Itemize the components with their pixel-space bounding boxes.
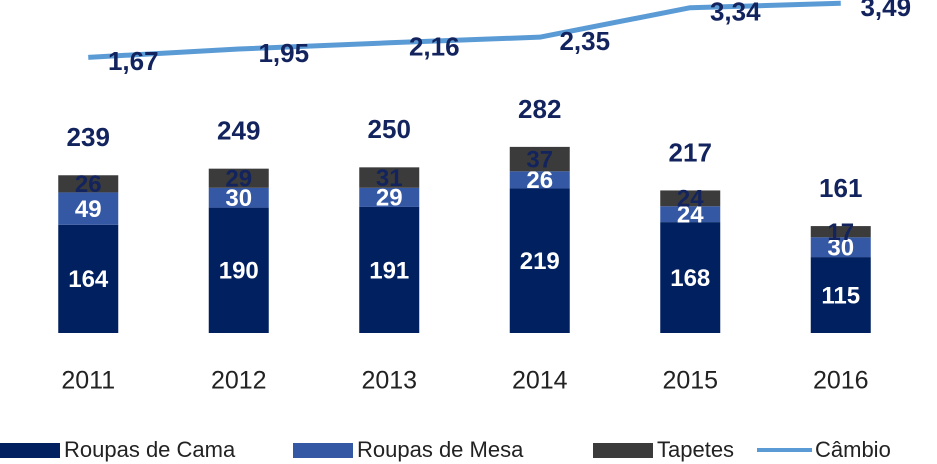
bar-segment: [509, 171, 570, 189]
line-label: 2,16: [409, 32, 460, 62]
bar-segment: [208, 207, 269, 333]
bar-segment: [660, 222, 721, 333]
bar-segment: [509, 188, 570, 333]
total-label: 250: [368, 114, 411, 144]
line-label: 2,35: [559, 26, 610, 56]
total-label: 217: [669, 137, 712, 167]
x-tick-label: 2013: [361, 367, 417, 395]
bar-segment: [810, 237, 871, 258]
segment-label: 17: [827, 219, 854, 246]
x-tick-label: 2016: [813, 367, 869, 395]
segment-label: 26: [526, 167, 553, 194]
bar-segment: [58, 224, 119, 333]
x-tick-label: 2011: [61, 367, 115, 395]
x-tick-label: 2014: [512, 367, 568, 395]
segment-label: 31: [376, 165, 403, 192]
total-label: 282: [518, 94, 561, 124]
line-label: 1,95: [258, 38, 309, 68]
bar-segment: [359, 206, 420, 333]
legend-swatch: [293, 443, 353, 458]
segment-label: 30: [225, 185, 252, 212]
bar-segment: [58, 175, 119, 193]
legend-swatch: [0, 443, 60, 458]
segment-label: 37: [526, 146, 553, 173]
legend-swatch: [593, 443, 653, 458]
x-tick-label: 2012: [211, 367, 267, 395]
segment-label: 219: [520, 248, 560, 275]
segment-label: 26: [75, 171, 102, 198]
bar-segment: [660, 190, 721, 207]
bar-segment: [208, 168, 269, 188]
legend-label: Câmbio: [815, 437, 891, 462]
line-label: 3,34: [710, 0, 761, 27]
bar-segment: [509, 146, 570, 172]
segment-label: 29: [225, 166, 252, 193]
line: [88, 0, 841, 60]
bar-segment: [58, 192, 119, 225]
legend-label: Tapetes: [657, 437, 734, 462]
segment-label: 164: [68, 266, 109, 293]
bar-segment: [810, 226, 871, 238]
total-label: 161: [819, 173, 862, 203]
total-label: 249: [217, 116, 260, 146]
segment-label: 115: [821, 282, 860, 309]
x-tick-label: 2015: [662, 367, 718, 395]
bar-segment: [660, 206, 721, 223]
segment-label: 190: [219, 258, 259, 285]
segment-label: 49: [75, 196, 102, 223]
segment-label: 29: [376, 185, 403, 212]
bar-segment: [810, 257, 871, 333]
segment-label: 24: [677, 186, 704, 213]
segment-label: 168: [670, 265, 710, 292]
bar-segment: [359, 187, 420, 207]
bar-segment: [359, 167, 420, 188]
legend-label: Roupas de Cama: [64, 437, 236, 462]
total-label: 239: [67, 122, 110, 152]
segment-label: 191: [369, 257, 409, 284]
line-label: 3,49: [860, 0, 911, 22]
segment-label: 30: [827, 235, 854, 262]
line-label: 1,67: [108, 46, 159, 76]
legend-label: Roupas de Mesa: [357, 437, 524, 462]
bar-segment: [208, 187, 269, 208]
